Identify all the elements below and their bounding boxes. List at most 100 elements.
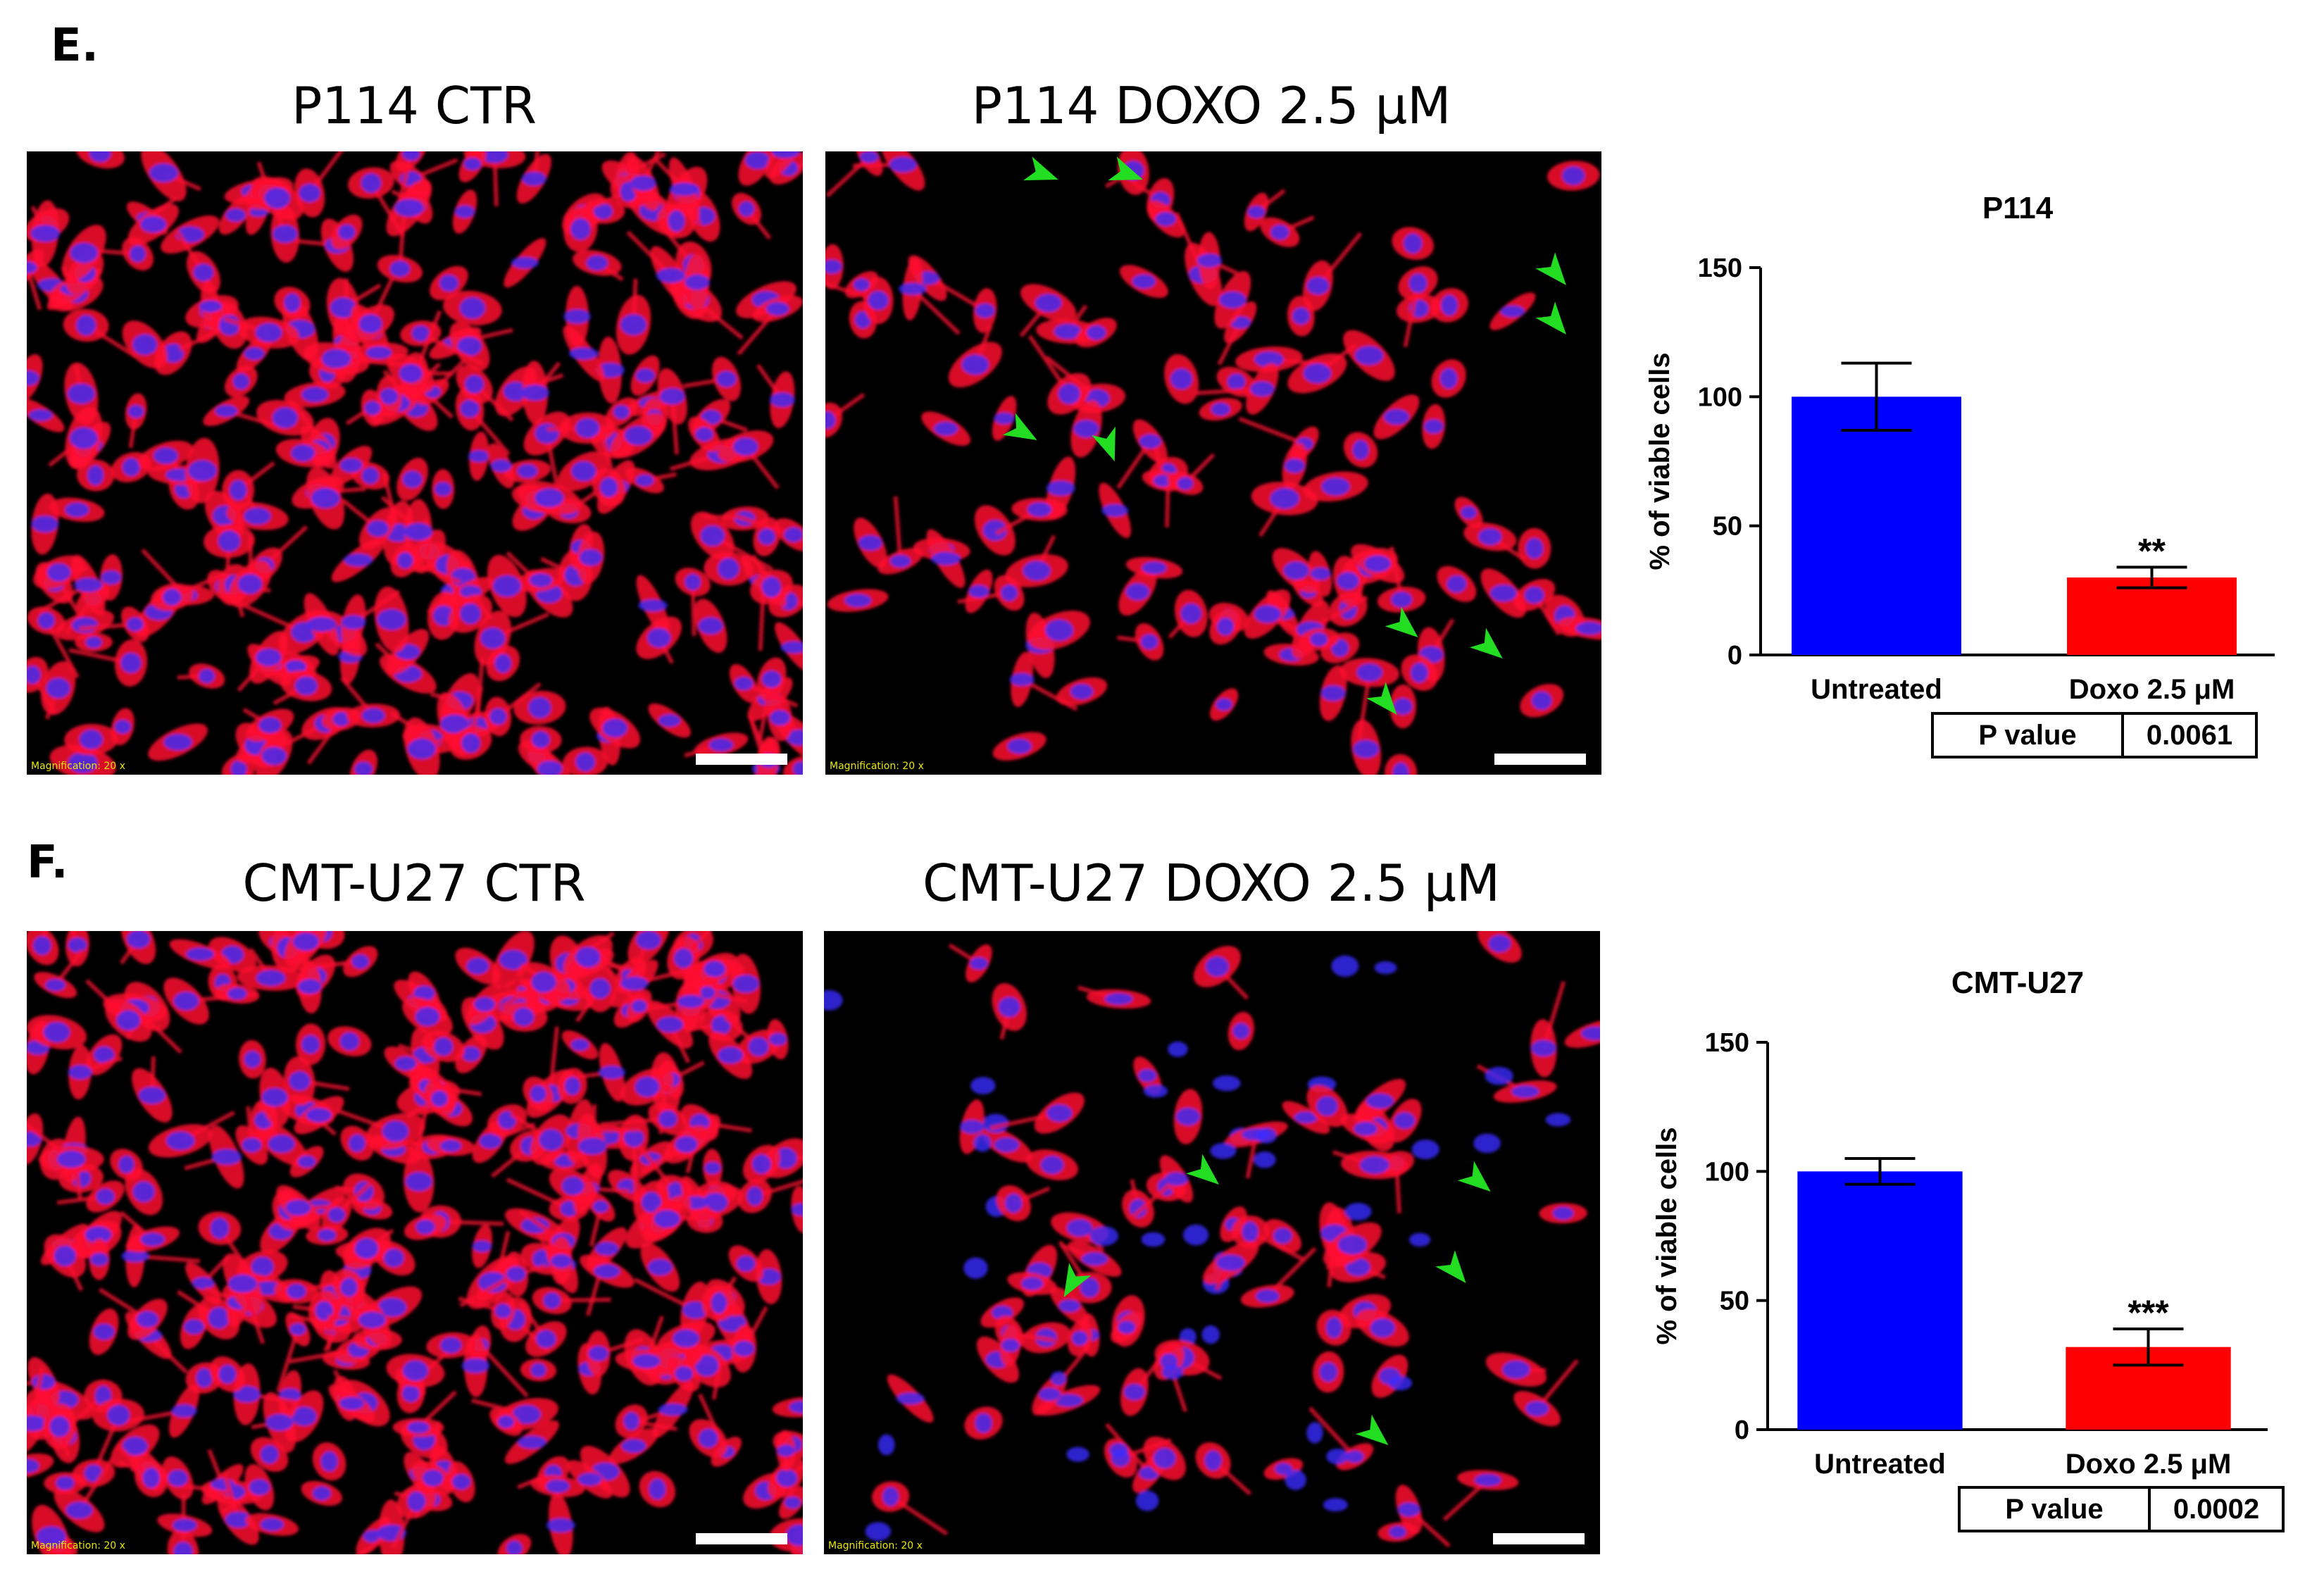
nucleus (481, 151, 508, 163)
nucleus (89, 151, 111, 163)
p-value: 0.0061 (2121, 712, 2258, 758)
nucleus (1488, 935, 1511, 953)
nucleus (230, 760, 247, 775)
cell-process (1020, 677, 1078, 712)
nucleus (994, 412, 1015, 425)
nucleus (422, 1469, 444, 1487)
nucleus (959, 1120, 985, 1134)
cell-process (1048, 1344, 1091, 1396)
nucleus (320, 1451, 338, 1472)
nucleus (1213, 1075, 1241, 1092)
nucleus (766, 301, 789, 316)
micrograph-cmtu27-ctr: Magnification: 20 x (27, 931, 803, 1554)
nucleus (116, 1010, 141, 1031)
nucleus (1201, 1325, 1220, 1344)
nucleus (478, 1272, 508, 1293)
nucleus (668, 210, 685, 232)
nucleus (434, 1037, 454, 1056)
nucleus (494, 654, 512, 673)
nucleus (700, 525, 725, 546)
nucleus (647, 1258, 673, 1276)
nucleus (272, 225, 298, 244)
nucleus (1383, 408, 1410, 425)
nucleus (232, 373, 249, 390)
cell-process (1116, 439, 1152, 489)
nucleus (1047, 1104, 1073, 1123)
nucleus (65, 502, 89, 518)
nucleus (511, 256, 539, 269)
nucleus (1218, 291, 1247, 308)
nucleus (1309, 632, 1328, 647)
y-tick-label: 100 (1698, 382, 1742, 412)
nucleus (1139, 434, 1162, 449)
nucleus (27, 370, 39, 386)
nucleus (489, 708, 507, 725)
nucleus (563, 308, 591, 324)
nucleus (859, 151, 879, 163)
nucleus (402, 1385, 420, 1403)
nucleus (970, 1077, 996, 1094)
nucleus (341, 615, 366, 630)
nucleus (68, 937, 87, 953)
cell-process (1442, 1478, 1489, 1522)
nucleus (758, 528, 776, 545)
nucleus (738, 201, 755, 217)
nucleus (142, 1468, 160, 1489)
nucleus (1101, 504, 1129, 517)
nucleus (1306, 1422, 1323, 1444)
nucleus (36, 1526, 66, 1547)
nucleus (673, 948, 694, 968)
nucleus (1274, 1463, 1293, 1475)
nucleus (457, 337, 482, 356)
nucleus (1447, 575, 1467, 593)
nucleus (599, 477, 618, 498)
nucleus (351, 954, 370, 969)
nucleus (244, 507, 271, 525)
nucleus (461, 733, 481, 754)
nucleus (503, 381, 529, 401)
nucleus (299, 183, 321, 203)
cell-process (30, 1366, 44, 1424)
p-value-table-p114: P value 0.0061 (1931, 712, 2258, 758)
nucleus (1575, 621, 1601, 635)
nucleus (1153, 474, 1172, 487)
nucleus (129, 245, 146, 263)
cell-process (68, 648, 132, 666)
nucleus (348, 1134, 366, 1153)
nucleus (732, 437, 758, 456)
nucleus (1089, 1226, 1118, 1246)
nucleus (1073, 420, 1099, 438)
nucleus (264, 187, 291, 209)
nucleus (994, 1137, 1020, 1153)
nucleus (824, 989, 843, 1011)
nucleus (327, 1207, 346, 1223)
cell-process (737, 307, 780, 356)
significance-marker: ** (2138, 531, 2166, 570)
nucleus (339, 1397, 364, 1411)
nucleus (1009, 673, 1035, 687)
green-arrowhead (1469, 627, 1503, 658)
cell-process (641, 151, 661, 185)
cell-process (146, 1334, 188, 1374)
nucleus (318, 1228, 337, 1242)
nucleus (237, 573, 263, 594)
nucleus (535, 1330, 556, 1349)
nucleus (439, 1337, 462, 1354)
cell-process (1266, 1247, 1317, 1298)
bar-doxo (2067, 577, 2237, 655)
green-arrowhead (1092, 426, 1116, 461)
nucleus (586, 255, 608, 271)
nucleus (321, 349, 351, 368)
nucleus (1129, 1199, 1147, 1218)
cell-process (690, 582, 696, 637)
cell-process (1535, 1358, 1580, 1411)
nucleus (539, 1129, 564, 1151)
nucleus (669, 182, 699, 196)
cell-process (417, 1390, 458, 1430)
nucleus (233, 1385, 261, 1403)
nucleus (685, 573, 701, 591)
nucleus (37, 612, 55, 630)
cell-process (289, 1347, 359, 1364)
p-value-table-cmtu27: P value 0.0002 (1958, 1486, 2285, 1532)
cell-process (548, 1026, 560, 1094)
